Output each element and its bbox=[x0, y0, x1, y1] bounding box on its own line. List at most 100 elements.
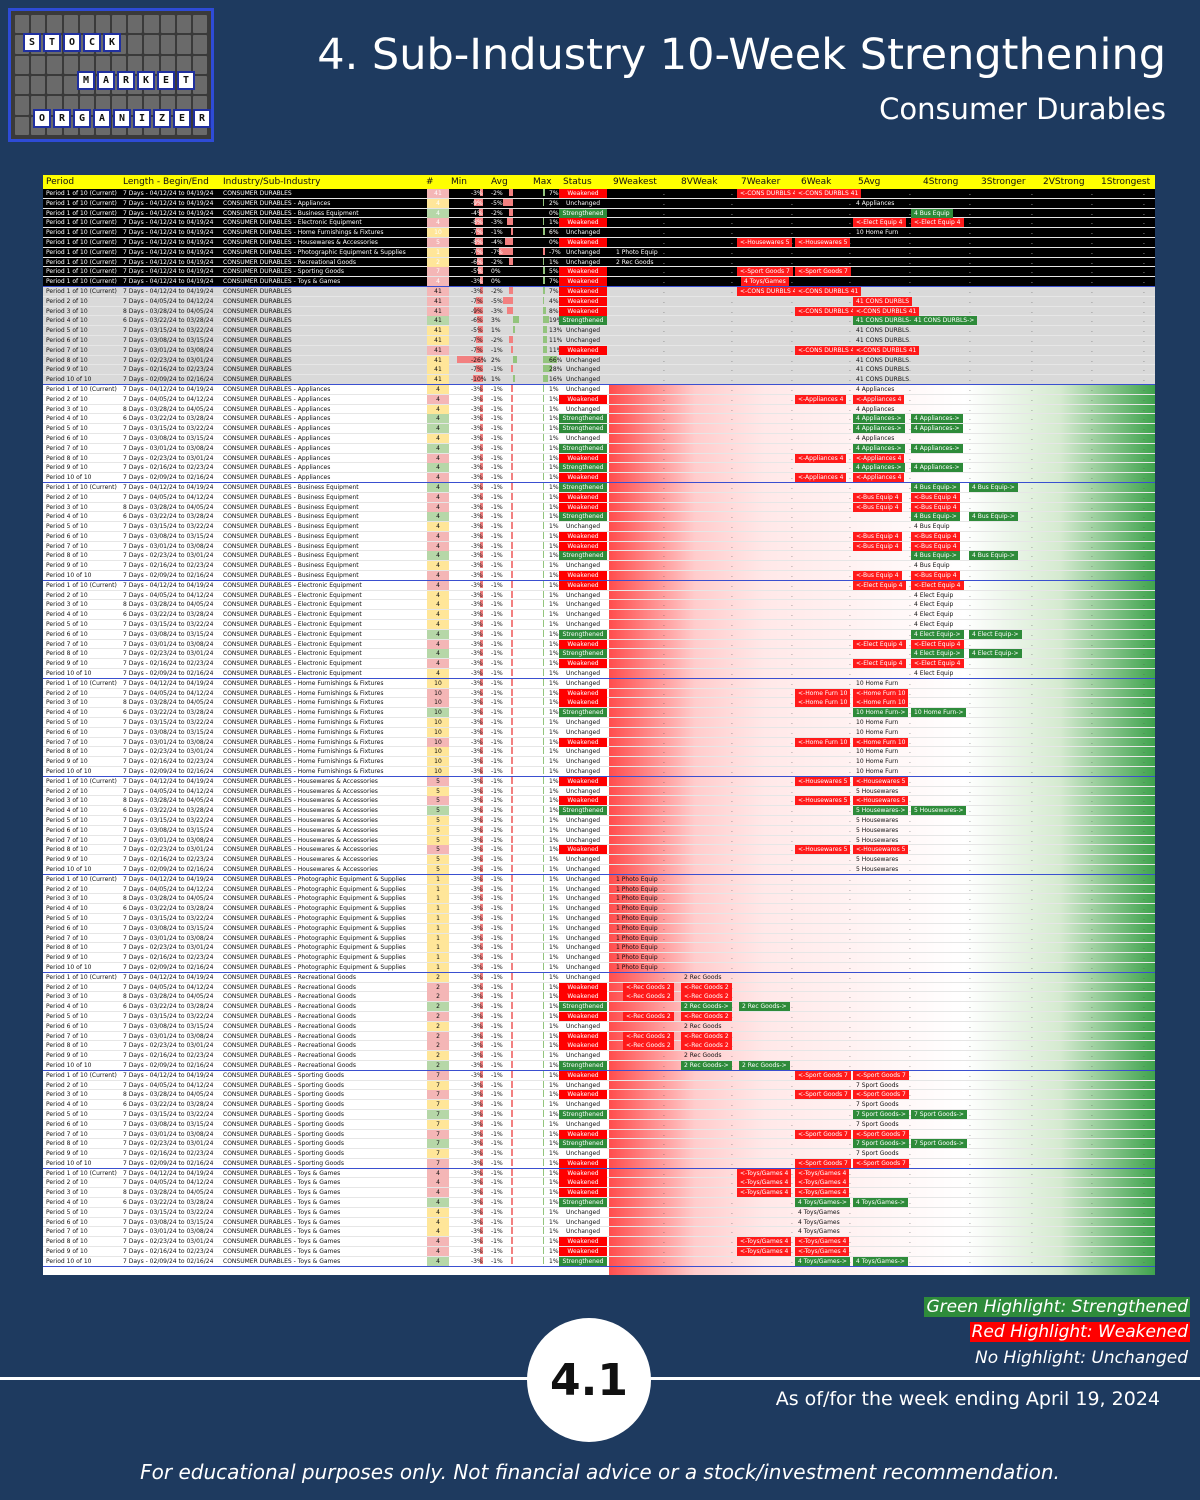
empty-dot: . bbox=[909, 640, 911, 648]
empty-dot: . bbox=[849, 836, 851, 844]
empty-dot: . bbox=[731, 1189, 733, 1197]
period-cell: Period 1 of 10 (Current) bbox=[46, 238, 117, 246]
avg-bar bbox=[511, 1109, 513, 1117]
empty-dot: . bbox=[909, 395, 911, 403]
empty-dot: . bbox=[1031, 474, 1033, 482]
avg-bar bbox=[511, 541, 513, 549]
empty-dot: . bbox=[1091, 875, 1093, 883]
empty-dot: . bbox=[969, 1218, 971, 1226]
empty-dot: . bbox=[969, 464, 971, 472]
avg-bar bbox=[503, 198, 513, 206]
period-cell: Period 1 of 10 (Current) bbox=[46, 199, 117, 207]
empty-dot: . bbox=[849, 1218, 851, 1226]
min-bar bbox=[480, 424, 483, 432]
count-cell: 4 bbox=[427, 1207, 449, 1217]
logo-letter: A bbox=[93, 109, 111, 128]
empty-dot: . bbox=[1091, 846, 1093, 854]
empty-dot: . bbox=[731, 611, 733, 619]
count-cell: 7 bbox=[427, 267, 449, 277]
empty-dot: . bbox=[849, 552, 851, 560]
length-cell: 7 Days - 04/12/24 to 04/19/24 bbox=[123, 581, 214, 589]
empty-dot: . bbox=[791, 562, 793, 570]
status-cell: Unchanged bbox=[565, 944, 601, 952]
avg-cell: -1% bbox=[491, 963, 503, 971]
avg-cell: -1% bbox=[491, 366, 503, 374]
min-bar bbox=[480, 796, 483, 804]
avg-bar bbox=[503, 296, 513, 304]
empty-dot: . bbox=[909, 611, 911, 619]
min-cell: -3% bbox=[471, 503, 483, 511]
empty-dot: . bbox=[969, 395, 971, 403]
empty-dot: . bbox=[791, 934, 793, 942]
table-row: Period 6 of 10 7 Days - 03/08/24 to 03/15… bbox=[43, 923, 1155, 934]
count-cell: 4 bbox=[427, 1217, 449, 1227]
strength-tag: <-Bus Equip 4 bbox=[853, 502, 902, 512]
table-row: Period 10 of 10 7 Days - 02/09/24 to 02/1… bbox=[43, 1060, 1155, 1071]
industry-cell: CONSUMER DURABLES - Recreational Goods bbox=[223, 1003, 356, 1011]
max-cell: -7% bbox=[549, 248, 561, 256]
table-row: Period 2 of 10 7 Days - 04/05/24 to 04/12… bbox=[43, 1178, 1155, 1189]
min-bar bbox=[480, 286, 483, 294]
avg-cell: 2% bbox=[491, 356, 501, 364]
empty-dot: . bbox=[1031, 1052, 1033, 1060]
strength-tag: 2 Rec Goods bbox=[684, 1052, 722, 1060]
min-bar bbox=[480, 786, 483, 794]
length-cell: 7 Days - 04/12/24 to 04/19/24 bbox=[123, 248, 214, 256]
status-cell: Unchanged bbox=[565, 1120, 601, 1128]
period-cell: Period 6 of 10 bbox=[46, 336, 88, 344]
length-cell: 7 Days - 04/12/24 to 04/19/24 bbox=[123, 190, 214, 197]
strength-tag: 4 Appliances-> bbox=[911, 463, 963, 473]
avg-bar bbox=[511, 904, 513, 912]
strength-tag: <-CONS DURBLS 41 bbox=[795, 286, 862, 296]
disclaimer: For educational purposes only. Not finan… bbox=[140, 1460, 1060, 1484]
count-cell: 1 bbox=[427, 913, 449, 923]
count-cell: 4 bbox=[427, 610, 449, 620]
empty-dot: . bbox=[1031, 405, 1033, 413]
empty-dot: . bbox=[1031, 826, 1033, 834]
period-cell: Period 2 of 10 bbox=[46, 787, 88, 795]
logo-letter: E bbox=[173, 109, 191, 128]
strength-tag: 4 Appliances-> bbox=[853, 463, 905, 473]
period-cell: Period 5 of 10 bbox=[46, 914, 88, 922]
empty-dot: . bbox=[663, 229, 665, 237]
empty-dot: . bbox=[791, 327, 793, 335]
empty-dot: . bbox=[1143, 1101, 1145, 1109]
empty-dot: . bbox=[731, 768, 733, 776]
industry-cell: CONSUMER DURABLES - Toys & Games bbox=[223, 1248, 341, 1256]
avg-bar bbox=[511, 492, 513, 500]
empty-dot: . bbox=[849, 817, 851, 824]
empty-dot: . bbox=[1091, 650, 1093, 658]
industry-cell: CONSUMER DURABLES - Photographic Equipme… bbox=[223, 895, 406, 903]
empty-dot: . bbox=[1091, 1140, 1093, 1148]
empty-dot: . bbox=[1091, 1071, 1093, 1079]
empty-dot: . bbox=[909, 670, 911, 678]
empty-dot: . bbox=[1143, 914, 1145, 922]
empty-dot: . bbox=[969, 944, 971, 952]
empty-dot: . bbox=[791, 905, 793, 913]
max-bar bbox=[543, 375, 549, 383]
min-bar bbox=[480, 894, 483, 902]
min-cell: -3% bbox=[471, 758, 483, 766]
avg-bar bbox=[511, 1060, 513, 1068]
industry-cell: CONSUMER DURABLES - Business Equipment bbox=[223, 483, 359, 491]
avg-cell: -5% bbox=[491, 199, 503, 207]
empty-dot: . bbox=[1091, 425, 1093, 433]
empty-dot: . bbox=[731, 1130, 733, 1138]
logo-tile bbox=[112, 55, 127, 74]
empty-dot: . bbox=[731, 1257, 733, 1265]
period-cell: Period 2 of 10 bbox=[46, 1081, 88, 1089]
min-cell: -3% bbox=[471, 1218, 483, 1226]
status-cell: Unchanged bbox=[565, 670, 601, 678]
status-cell: Unchanged bbox=[565, 963, 601, 971]
avg-cell: -1% bbox=[491, 758, 503, 766]
empty-dot: . bbox=[1143, 552, 1145, 560]
industry-cell: CONSUMER DURABLES - Toys & Games bbox=[223, 1199, 341, 1207]
period-cell: Period 1 of 10 (Current) bbox=[46, 278, 117, 286]
industry-cell: CONSUMER DURABLES - Appliances bbox=[223, 415, 331, 423]
period-cell: Period 3 of 10 bbox=[46, 993, 88, 1001]
empty-dot: . bbox=[1091, 1248, 1093, 1256]
min-cell: -3% bbox=[471, 1257, 483, 1265]
min-cell: -3% bbox=[471, 395, 483, 403]
avg-cell: -1% bbox=[491, 513, 503, 521]
empty-dot: . bbox=[1143, 885, 1145, 893]
